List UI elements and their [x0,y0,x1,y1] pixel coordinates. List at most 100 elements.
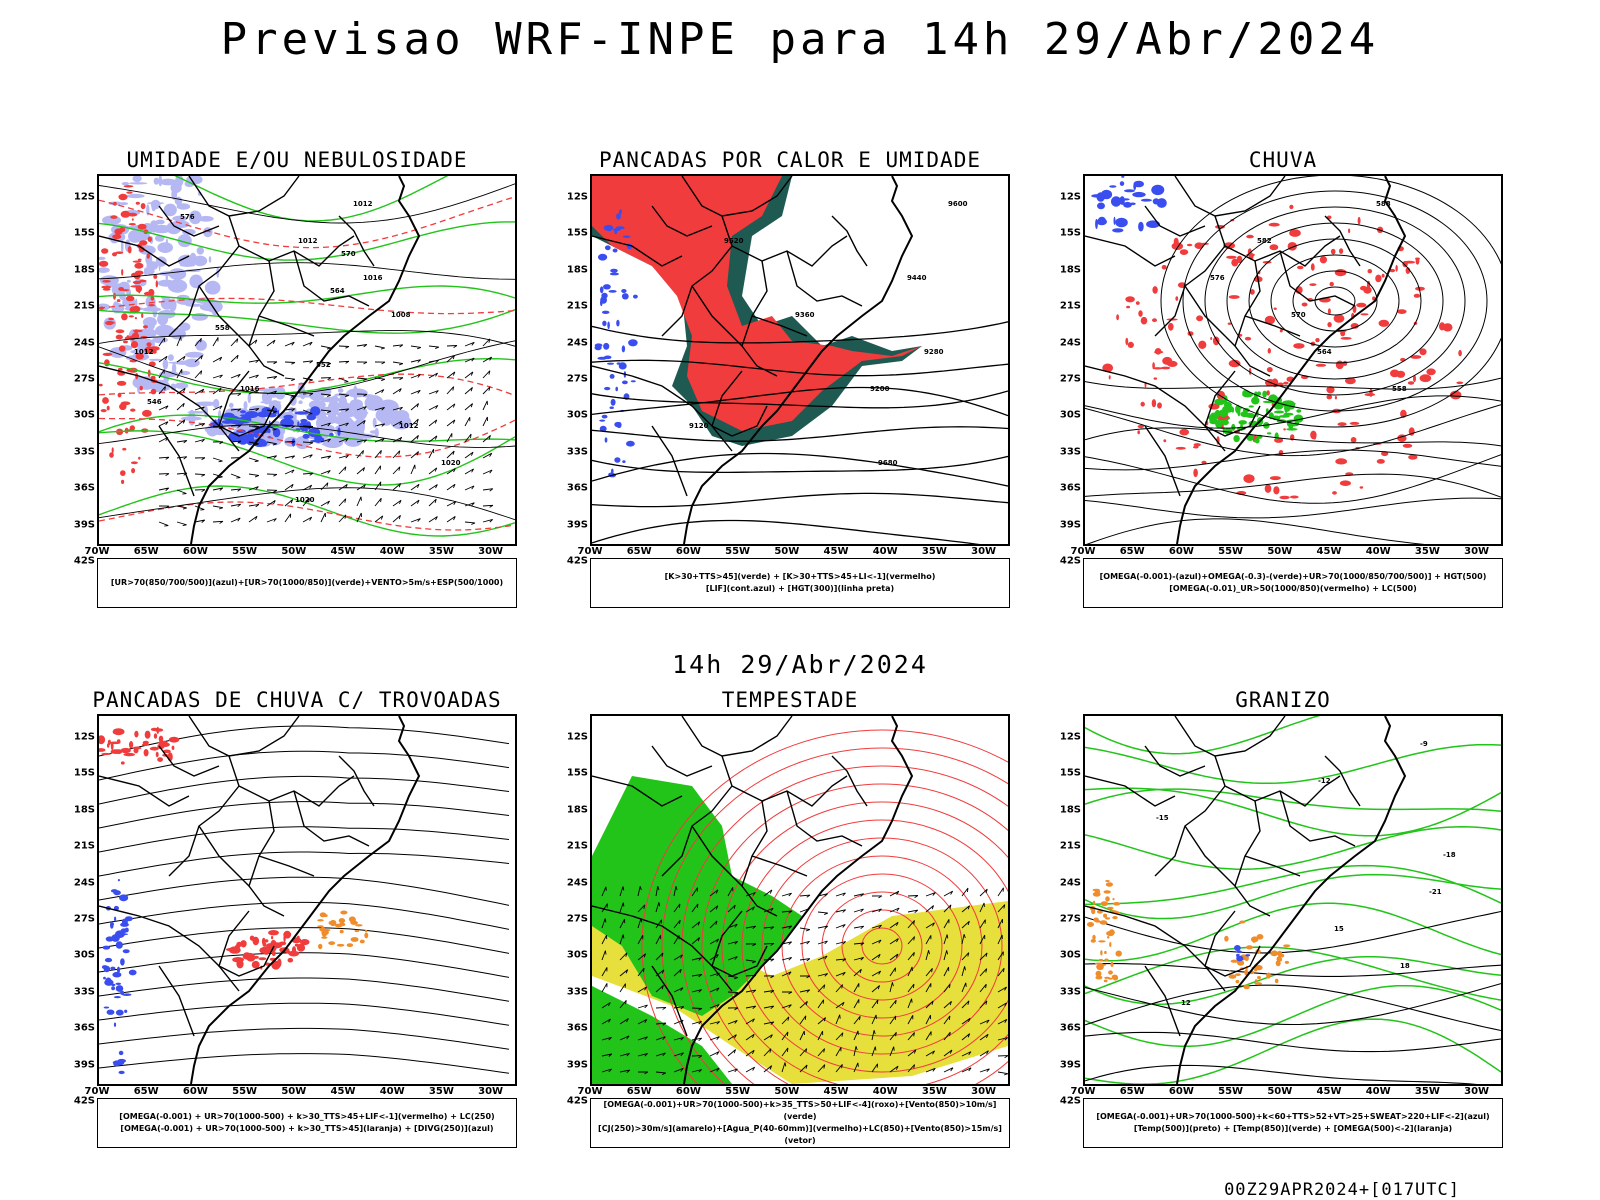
wind-arrow [637,1052,649,1057]
shade-cell [1403,260,1416,264]
shade-cell [1151,184,1165,196]
longitude-tick: 30W [971,546,997,557]
map-tempestade [590,714,1010,1086]
state-border [1085,775,1176,807]
shade-cell [1335,458,1348,465]
wind-arrow [284,455,296,459]
shade-cell [608,290,617,293]
longitude-tick: 35W [1414,1086,1440,1097]
coastline [1176,716,1407,1084]
contour-line [99,417,515,458]
wind-arrow [997,1037,1008,1041]
longitude-axis: 70W 65W 60W 55W 50W 45W 40W 35W 30W [1071,1086,1503,1100]
map-pancadas-calor: 9600 9520 9440 9360 9280 9200 9120 9680 [590,174,1010,546]
wind-arrow [889,953,899,961]
longitude-tick: 45W [823,546,849,557]
shade-cell [1330,248,1336,255]
shade-cell [372,417,377,428]
wind-arrow [248,389,259,395]
shade-cell [1098,958,1104,962]
shade-cell [1248,405,1254,408]
wind-arrow [601,1053,613,1057]
latitude-tick: 15S [1059,227,1081,239]
wind-arrow [428,345,440,350]
wind-arrow [464,371,474,379]
longitude-tick: 70W [1070,546,1096,557]
wind-arrow [709,1021,721,1025]
wind-arrow [284,377,296,382]
shade-cell [1214,409,1221,417]
wind-arrow [997,1019,1008,1025]
wind-arrow [374,389,385,395]
shade-cell [319,927,326,932]
state-border [99,235,190,267]
shaded-area [592,176,922,446]
shade-cell [1357,216,1361,225]
wind-arrow [446,450,455,459]
shade-cell [622,380,628,385]
wind-arrow [979,968,988,977]
latitude-tick: 42S [566,1095,588,1107]
shade-cell [340,910,348,915]
state-border [188,176,300,217]
shade-cell [1396,370,1406,378]
shade-cell [165,238,168,246]
wind-arrow [889,982,894,993]
wind-arrow [392,344,404,348]
wind-arrow [961,934,966,945]
shade-cell [622,460,626,463]
shade-cell [1104,950,1107,955]
shade-cell [1248,367,1252,375]
wind-arrow [727,904,736,913]
wind-arrow [709,889,719,897]
wind-arrow [158,487,170,491]
wind-arrow [871,939,882,945]
wind-arrow [619,1035,630,1041]
state-border [741,260,778,377]
shade-cell [1273,410,1285,414]
streamline [99,901,510,930]
wind-arrow [194,338,202,347]
shade-cell [1087,922,1094,927]
wind-arrow [709,920,718,929]
shade-cell [104,979,114,986]
shade-cell [1326,394,1333,400]
latitude-tick: 27S [73,913,95,925]
shade-cell [132,305,141,313]
shade-cell [1244,969,1249,976]
longitude-tick: 35W [921,1086,947,1097]
state-border [741,800,778,917]
latitude-tick: 12S [566,731,588,743]
shade-cell [144,730,151,739]
wind-vectors [601,886,1008,1076]
shade-cell [115,982,122,985]
legend-line: [LIF](cont.azul) + [HGT(300)](linha pret… [705,584,895,593]
shade-cell [130,341,139,349]
shaded-area [317,910,369,950]
shade-cell [339,929,344,934]
wind-arrow [194,489,206,492]
latitude-tick: 21S [566,840,588,852]
wind-arrow [230,373,241,379]
latitude-tick: 39S [566,1059,588,1071]
wind-arrow [691,887,698,897]
shade-cell [1340,330,1346,337]
latitude-tick: 27S [1059,913,1081,925]
wind-arrow [817,1017,827,1025]
shade-cell [1278,953,1285,958]
wind-arrow [392,450,401,459]
shade-cell [1175,446,1186,450]
shade-cell [611,468,614,474]
shade-cell [168,736,180,743]
longitude-tick: 45W [823,1086,849,1097]
wind-arrow [212,387,222,395]
shade-cell [110,966,116,970]
wind-arrow [889,1065,899,1073]
state-border [158,425,195,497]
contour-line [1085,956,1501,1005]
wind-arrow [266,455,278,459]
wind-arrow [853,925,865,930]
shade-cell [143,749,149,757]
shade-cell [1122,198,1130,201]
shade-cell [609,374,615,379]
